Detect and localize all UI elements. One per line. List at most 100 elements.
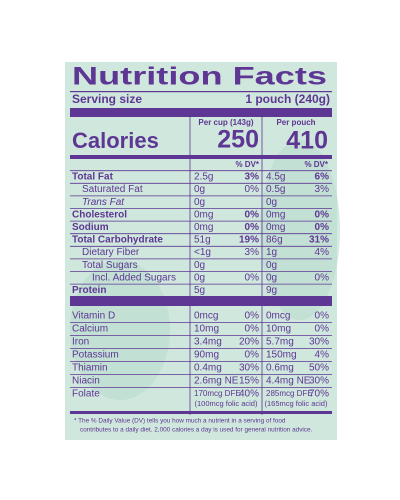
nutrient-name: Potassium [72,350,119,361]
amount: 0mcg [266,311,290,322]
daily-value: 4% [315,247,330,258]
daily-value: 70% [309,389,329,400]
amount: 285mcg DFE [266,389,313,398]
amount: 5.7mg [266,337,294,348]
nutrient-name: Calcium [72,324,108,335]
nutrient-name: Total Carbohydrate [72,235,163,246]
nutrient-name: Folate [72,389,100,400]
amount: 0mg [266,209,285,220]
amount: 0g [194,197,205,208]
dv-header: % DV* [304,160,328,169]
amount: 0g [266,197,277,208]
thick-rule [70,108,332,117]
daily-value: 0% [245,209,260,220]
nutrient-name: Saturated Fat [82,184,143,195]
amount: 2.5g [194,172,213,183]
amount: 0g [266,272,277,283]
column-header: Per pouch [276,118,315,127]
amount: 170mcg DFE [194,389,241,398]
amount: 0.4mg [194,363,222,374]
footnote: * The % Daily Value (DV) tells you how m… [74,418,286,425]
title: Nutrition Facts [72,63,327,91]
daily-value: 0% [315,311,330,322]
daily-value: 0% [315,272,330,283]
nutrient-name: Sodium [72,222,109,233]
amount: 0g [194,260,205,271]
amount: 0.6mg [266,363,294,374]
amount: 10mg [266,324,291,335]
daily-value: 31% [309,235,329,246]
daily-value: 4% [315,350,330,361]
nutrient-name: Trans Fat [82,197,125,208]
nutrient-name: Niacin [72,376,100,387]
amount-note: (100mcg folic acid) [195,399,258,408]
amount: 90mg [194,350,219,361]
amount: 0.5g [266,184,285,195]
daily-value: 0% [245,324,260,335]
daily-value: 40% [239,389,259,400]
amount: 4.4mg NE [266,376,311,387]
amount: 0g [194,272,205,283]
nutrient-name: Cholesterol [72,209,127,220]
daily-value: 0% [315,324,330,335]
nutrient-name: Incl. Added Sugars [92,272,176,283]
daily-value: 15% [239,376,259,387]
calories-value: 250 [217,126,259,154]
background-shape [70,260,170,400]
daily-value: 0% [245,184,260,195]
daily-value: 0% [245,311,260,322]
nutrient-name: Dietary Fiber [82,247,140,258]
thick-rule [70,411,332,414]
daily-value: 3% [315,184,330,195]
amount: 1g [266,247,277,258]
calories-value: 410 [286,127,328,155]
amount: 0mg [194,222,213,233]
amount: 0mcg [194,311,218,322]
amount: 9g [266,285,277,296]
rule [70,91,332,93]
daily-value: 0% [315,209,330,220]
amount: 0g [266,260,277,271]
footnote: contributes to a daily diet. 2,000 calor… [80,427,313,434]
daily-value: 19% [239,235,259,246]
amount-note: (165mcg folic acid) [265,399,328,408]
amount: 150mg [266,350,297,361]
nutrient-name: Thiamin [72,363,108,374]
daily-value: 0% [245,350,260,361]
serving-label: Serving size [72,92,142,106]
amount: 2.6mg NE [194,376,239,387]
amount: 10mg [194,324,219,335]
dv-header: % DV* [235,160,259,169]
amount: <1g [194,247,211,258]
amount: 0g [194,184,205,195]
daily-value: 0% [315,222,330,233]
amount: 3.4mg [194,337,222,348]
nutrient-name: Vitamin D [72,311,115,322]
amount: 51g [194,235,211,246]
serving-size: 1 pouch (240g) [245,92,330,106]
nutrient-name: Total Sugars [82,260,138,271]
daily-value: 30% [309,376,329,387]
daily-value: 3% [245,247,260,258]
daily-value: 50% [309,363,329,374]
daily-value: 0% [245,272,260,283]
daily-value: 30% [309,337,329,348]
amount: 86g [266,235,283,246]
amount: 5g [194,285,205,296]
thick-rule [70,296,332,306]
nutrient-name: Protein [72,285,106,296]
daily-value: 0% [245,222,260,233]
daily-value: 6% [315,172,330,183]
daily-value: 30% [239,363,259,374]
amount: 0mg [194,209,213,220]
column-header: Per cup (143g) [198,118,253,127]
thick-rule [70,155,332,159]
amount: 0mg [266,222,285,233]
calories-label: Calories [72,128,159,153]
nutrient-name: Iron [72,337,89,348]
daily-value: 3% [245,172,260,183]
daily-value: 20% [239,337,259,348]
amount: 4.5g [266,172,285,183]
